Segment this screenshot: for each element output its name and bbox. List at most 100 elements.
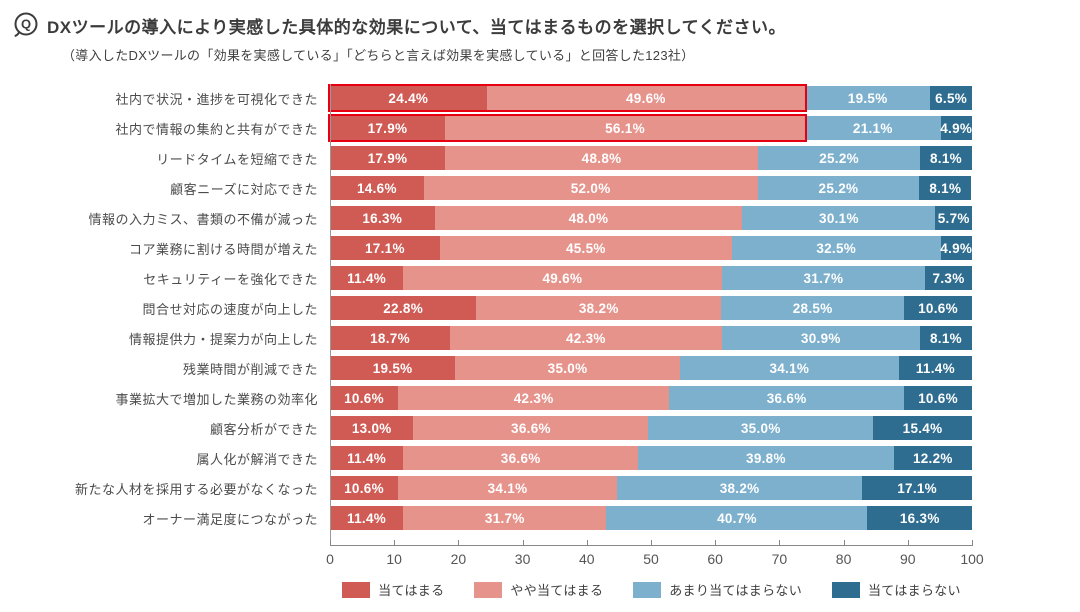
segment-value-label: 38.2% bbox=[578, 300, 619, 316]
bar-segment-somewhat-disagree: 35.0% bbox=[648, 416, 874, 440]
x-axis-tick bbox=[972, 540, 973, 545]
question-header: Q DXツールの導入により実感した具体的な効果について、当てはまるものを選択して… bbox=[12, 11, 1068, 64]
bar-segment-disagree: 4.9% bbox=[940, 236, 973, 260]
segment-value-label: 10.6% bbox=[918, 390, 958, 406]
segment-value-label: 8.1% bbox=[929, 330, 962, 346]
bar-segment-somewhat-disagree: 38.2% bbox=[616, 476, 863, 500]
svg-text:Q: Q bbox=[21, 17, 31, 32]
bar-segment-agree: 19.5% bbox=[330, 356, 456, 380]
category-label: 新たな人材を採用する必要がなくなった bbox=[74, 481, 318, 497]
segment-value-label: 38.2% bbox=[719, 480, 760, 496]
bar-segment-somewhat-agree: 36.6% bbox=[413, 416, 649, 440]
legend-swatch-agree bbox=[342, 581, 371, 598]
x-axis-tick bbox=[458, 540, 460, 545]
chart-row: 属人化が解消できた 11.4% 36.6% 39.8% 12.2% bbox=[0, 446, 1080, 470]
chart-row: 情報提供力・提案力が向上した 18.7% 42.3% 30.9% 8.1% bbox=[0, 326, 1080, 350]
stacked-bar: 22.8% 38.2% 28.5% 10.6% bbox=[330, 296, 973, 320]
bar-segment-disagree: 10.6% bbox=[904, 296, 973, 320]
bar-segment-agree: 18.7% bbox=[330, 326, 451, 350]
segment-value-label: 10.6% bbox=[344, 390, 384, 406]
segment-value-label: 13.0% bbox=[351, 420, 392, 436]
segment-value-label: 49.6% bbox=[542, 270, 583, 286]
bar-segment-agree: 11.4% bbox=[330, 446, 404, 470]
bar-segment-somewhat-agree: 49.6% bbox=[486, 86, 806, 110]
legend-item-agree: 当てはまる bbox=[342, 580, 444, 599]
segment-value-label: 42.3% bbox=[513, 390, 554, 406]
segment-value-label: 22.8% bbox=[383, 300, 423, 316]
segment-value-label: 40.7% bbox=[717, 510, 757, 526]
chart-row: 顧客分析ができた 13.0% 36.6% 35.0% 15.4% bbox=[0, 416, 1080, 440]
segment-value-label: 42.3% bbox=[565, 330, 606, 346]
bar-segment-disagree: 8.1% bbox=[919, 176, 972, 200]
bar-segment-agree: 13.0% bbox=[330, 416, 414, 440]
bar-segment-somewhat-disagree: 25.2% bbox=[757, 176, 920, 200]
x-axis-tick-label: 70 bbox=[771, 551, 788, 567]
x-axis-tick-label: 60 bbox=[707, 551, 723, 567]
x-axis-tick bbox=[843, 540, 845, 545]
segment-value-label: 4.9% bbox=[940, 240, 973, 256]
bar-segment-somewhat-agree: 35.0% bbox=[455, 356, 680, 380]
category-label: 社内で状況・進捗を可視化できた bbox=[115, 91, 318, 107]
bar-segment-agree: 24.4% bbox=[330, 86, 487, 110]
chart-row: 情報の入力ミス、書類の不備が減った 16.3% 48.0% 30.1% 5.7% bbox=[0, 206, 1080, 230]
segment-value-label: 18.7% bbox=[370, 330, 410, 346]
stacked-bar: 13.0% 36.6% 35.0% 15.4% bbox=[330, 416, 972, 440]
segment-value-label: 31.7% bbox=[484, 510, 525, 526]
bar-segment-disagree: 12.2% bbox=[893, 446, 972, 470]
segment-value-label: 48.8% bbox=[581, 150, 622, 166]
x-axis-tick bbox=[522, 540, 524, 545]
segment-value-label: 34.1% bbox=[487, 480, 528, 496]
bar-segment-somewhat-disagree: 39.8% bbox=[638, 446, 894, 470]
bar-segment-somewhat-disagree: 36.6% bbox=[669, 386, 905, 410]
bar-segment-somewhat-disagree: 28.5% bbox=[721, 296, 905, 320]
stacked-bar: 19.5% 35.0% 34.1% 11.4% bbox=[330, 356, 972, 380]
category-label: リードタイムを短縮できた bbox=[156, 151, 318, 167]
segment-value-label: 48.0% bbox=[568, 210, 609, 226]
legend-label: やや当てはまる bbox=[510, 583, 604, 598]
x-axis-tick-label: 0 bbox=[326, 551, 334, 567]
y-axis-line bbox=[330, 84, 331, 545]
x-axis-tick bbox=[907, 540, 909, 545]
legend-label: 当てはまる bbox=[378, 583, 445, 598]
chart-row: コア業務に割ける時間が増えた 17.1% 45.5% 32.5% 4.9% bbox=[0, 236, 1080, 260]
segment-value-label: 17.1% bbox=[365, 240, 405, 256]
stacked-bar: 17.9% 56.1% 21.1% 4.9% bbox=[328, 114, 972, 142]
bar-segment-somewhat-disagree: 34.1% bbox=[679, 356, 899, 380]
category-label: 社内で情報の集約と共有ができた bbox=[115, 121, 318, 137]
bar-segment-agree: 16.3% bbox=[330, 206, 435, 230]
x-axis-tick-label: 80 bbox=[835, 551, 852, 567]
segment-value-label: 36.6% bbox=[766, 390, 807, 406]
segment-value-label: 17.9% bbox=[367, 150, 408, 166]
segment-value-label: 8.1% bbox=[929, 180, 962, 196]
segment-value-label: 11.4% bbox=[347, 450, 387, 466]
segment-value-label: 39.8% bbox=[746, 450, 786, 466]
x-axis-tick-label: 20 bbox=[450, 551, 467, 567]
x-axis-tick bbox=[715, 540, 717, 545]
bar-segment-somewhat-agree: 36.6% bbox=[403, 446, 639, 470]
bar-segment-disagree: 11.4% bbox=[898, 356, 972, 380]
stacked-bar-chart: 社内で状況・進捗を可視化できた 24.4% 49.6% 19.5% 6.5% 社内で情報の… bbox=[0, 84, 1080, 536]
bar-segment-somewhat-agree: 34.1% bbox=[398, 476, 617, 500]
legend-item-somewhat-disagree: あまり当てはまらない bbox=[633, 580, 802, 599]
segment-value-label: 11.4% bbox=[347, 270, 387, 286]
bar-segment-disagree: 8.1% bbox=[919, 326, 972, 350]
bar-segment-somewhat-agree: 42.3% bbox=[450, 326, 722, 350]
segment-value-label: 14.6% bbox=[356, 180, 397, 196]
bar-segment-somewhat-disagree: 30.1% bbox=[742, 206, 936, 230]
x-axis-tick bbox=[330, 540, 331, 545]
stacked-bar: 11.4% 36.6% 39.8% 12.2% bbox=[330, 446, 972, 470]
segment-value-label: 25.2% bbox=[818, 180, 859, 196]
legend-label: あまり当てはまらない bbox=[669, 583, 802, 598]
segment-value-label: 35.0% bbox=[547, 360, 588, 376]
bar-segment-somewhat-agree: 45.5% bbox=[439, 236, 732, 260]
x-axis-tick-label: 40 bbox=[579, 551, 595, 567]
bar-segment-somewhat-disagree: 31.7% bbox=[721, 266, 926, 290]
legend-swatch-disagree bbox=[832, 581, 860, 598]
chart-row: 問合せ対応の速度が向上した 22.8% 38.2% 28.5% 10.6% bbox=[0, 296, 1080, 320]
stacked-bar: 11.4% 49.6% 31.7% 7.3% bbox=[330, 266, 972, 290]
legend-swatch-somewhat-agree bbox=[474, 581, 503, 598]
segment-value-label: 17.9% bbox=[367, 120, 408, 136]
chart-row: 社内で状況・進捗を可視化できた 24.4% 49.6% 19.5% 6.5% bbox=[0, 84, 1080, 112]
chart-row: 残業時間が削減できた 19.5% 35.0% 34.1% 11.4% bbox=[0, 356, 1080, 380]
